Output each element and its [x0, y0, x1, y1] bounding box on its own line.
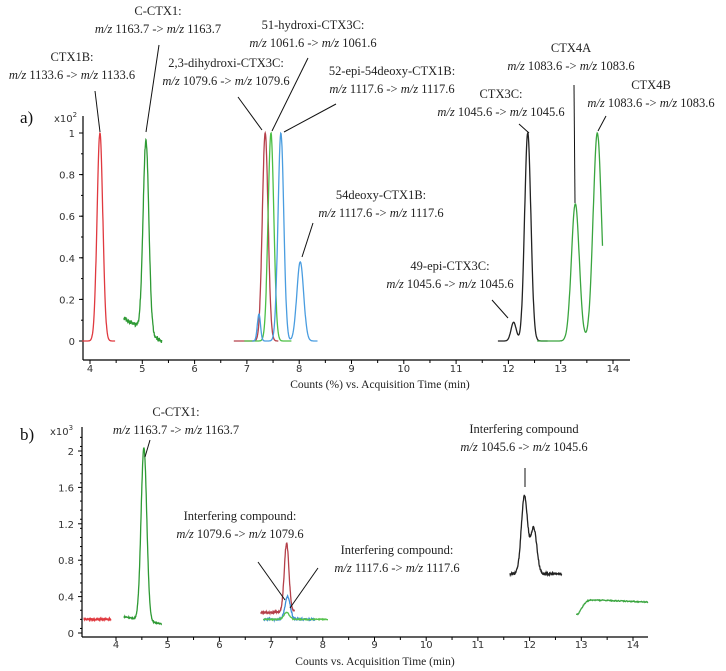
chromatogram-trace — [262, 594, 316, 623]
peak-annotation-transition: m/z 1117.6 -> m/z 1117.6 — [334, 561, 459, 575]
peak-annotation-name: Interfering compound — [469, 422, 579, 436]
peak-annotation-transition: m/z 1083.6 -> m/z 1083.6 — [587, 96, 714, 110]
peak-annotation-name: Interfering compound: — [184, 509, 297, 523]
peak-annotation-name: 49-epi-CTX3C: — [410, 259, 489, 273]
peak-annotation-transition: m/z 1045.6 -> m/z 1045.6 — [437, 105, 564, 119]
chromatogram-trace — [262, 611, 328, 622]
x-tick-label: 13 — [575, 640, 588, 651]
chromatogram-trace — [83, 616, 112, 623]
x-tick-label: 12 — [502, 364, 515, 375]
y-tick-label: 0.8 — [59, 171, 75, 182]
peak-annotation-transition: m/z 1163.7 -> m/z 1163.7 — [113, 423, 239, 437]
peak-annotation-transition: m/z 1061.6 -> m/z 1061.6 — [249, 36, 376, 50]
y-tick-label: 0 — [68, 629, 74, 640]
annotation-leader-line — [145, 44, 160, 133]
annotation-leader-line — [518, 123, 530, 134]
y-tick-label: 0 — [69, 337, 75, 348]
x-tick-label: 7 — [268, 640, 274, 651]
annotation-leader-line — [283, 103, 337, 133]
annotation-leader-line — [573, 84, 576, 204]
y-tick-label: 0.4 — [59, 254, 75, 265]
peak-annotation-name: CTX4B — [631, 78, 671, 92]
x-tick-label: 12 — [523, 640, 536, 651]
x-tick-label: 13 — [554, 364, 567, 375]
panel-b-x-axis-title: Counts vs. Acquisition Time (min) — [295, 656, 455, 668]
y-tick-label: 0.6 — [59, 212, 75, 223]
x-tick-label: 14 — [607, 364, 620, 375]
peak-annotation-name: C-CTX1: — [134, 4, 181, 18]
peak-annotation-transition: m/z 1045.6 -> m/z 1045.6 — [460, 440, 587, 454]
x-tick-label: 11 — [450, 364, 463, 375]
panel-b-y-multiplier: x103 — [50, 424, 73, 438]
y-tick-label: 1.2 — [58, 520, 74, 531]
annotation-leader-line — [271, 57, 309, 132]
peak-annotation-name: 2,3-dihydroxi-CTX3C: — [168, 56, 284, 70]
peak-annotation-name: 54deoxy-CTX1B: — [336, 188, 426, 202]
peak-annotation-transition: m/z 1117.6 -> m/z 1117.6 — [329, 82, 454, 96]
chromatogram-trace — [252, 131, 318, 342]
x-tick-label: 5 — [165, 640, 171, 651]
panel-a-chart: 4 5 6 7 8 9 10 11 12 13 14 0 0.2 0.4 0.6 0.8 1 a) x102 Coun… — [9, 4, 715, 391]
panel-a-x-axis-title: Counts (%) vs. Acquisition Time (min) — [290, 379, 470, 391]
x-tick-label: 6 — [216, 640, 222, 651]
peak-annotation-transition: m/z 1133.6 -> m/z 1133.6 — [9, 68, 135, 82]
panel-b-chart: 4 5 6 7 8 9 10 11 12 13 14 0 0.4 0.8 1.2 1.6 2 b) x103 Coun… — [20, 405, 649, 668]
x-tick-label: 10 — [420, 640, 433, 651]
panel-a-y-multiplier: x102 — [54, 111, 77, 125]
y-tick-label: 1 — [69, 129, 75, 140]
x-tick-label: 7 — [244, 364, 250, 375]
x-tick-label: 8 — [296, 364, 302, 375]
chromatogram-trace — [123, 447, 163, 626]
x-tick-label: 4 — [87, 364, 93, 375]
x-tick-label: 10 — [397, 364, 410, 375]
peak-annotation-name: CTX1B: — [50, 50, 93, 64]
y-tick-label: 0.4 — [58, 593, 74, 604]
chromatogram-trace — [82, 132, 116, 342]
x-tick-label: 8 — [320, 640, 326, 651]
annotation-leader-line — [301, 222, 314, 258]
annotation-leader-line — [237, 96, 263, 131]
x-tick-label: 9 — [371, 640, 377, 651]
x-tick-label: 14 — [627, 640, 640, 651]
chromatogram-trace — [576, 598, 649, 616]
chromatogram-trace — [497, 131, 548, 342]
x-tick-label: 11 — [472, 640, 485, 651]
panel-b-label: b) — [20, 425, 34, 444]
annotation-leader-line — [257, 561, 286, 601]
y-tick-label: 1.6 — [58, 483, 74, 494]
annotation-leader-line — [491, 299, 509, 319]
peak-annotation-transition: m/z 1083.6 -> m/z 1083.6 — [507, 59, 634, 73]
peak-annotation-name: Interfering compound: — [341, 543, 454, 557]
peak-annotation-transition: m/z 1079.6 -> m/z 1079.6 — [162, 74, 289, 88]
chromatogram-trace — [260, 542, 296, 616]
x-tick-label: 4 — [113, 640, 119, 651]
x-tick-label: 6 — [191, 364, 197, 375]
y-tick-label: 0.8 — [58, 556, 74, 567]
peak-annotation-name: 52-epi-54deoxy-CTX1B: — [329, 64, 455, 78]
x-tick-label: 5 — [139, 364, 145, 375]
panel-a-label: a) — [20, 108, 33, 127]
annotation-leader-line — [289, 567, 319, 609]
chromatogram-trace — [537, 131, 604, 342]
chromatogram-trace — [509, 494, 563, 578]
y-tick-label: 0.2 — [59, 295, 75, 306]
annotation-leader-line — [94, 90, 101, 133]
peak-annotation-name: C-CTX1: — [152, 405, 199, 419]
peak-annotation-name: 51-hydroxi-CTX3C: — [262, 18, 365, 32]
peak-annotation-name: CTX4A — [551, 41, 591, 55]
peak-annotation-transition: m/z 1163.7 -> m/z 1163.7 — [95, 22, 221, 36]
chromatogram-trace — [123, 137, 163, 343]
peak-annotation-transition: m/z 1045.6 -> m/z 1045.6 — [386, 277, 513, 291]
chromatogram-trace — [233, 130, 279, 342]
annotation-leader-line — [144, 439, 151, 458]
y-tick-label: 2 — [68, 447, 74, 458]
peak-annotation-transition: m/z 1117.6 -> m/z 1117.6 — [318, 206, 443, 220]
annotation-leader-line — [597, 115, 607, 132]
x-tick-label: 9 — [348, 364, 354, 375]
peak-annotation-name: CTX3C: — [479, 87, 522, 101]
peak-annotation-transition: m/z 1079.6 -> m/z 1079.6 — [176, 527, 303, 541]
